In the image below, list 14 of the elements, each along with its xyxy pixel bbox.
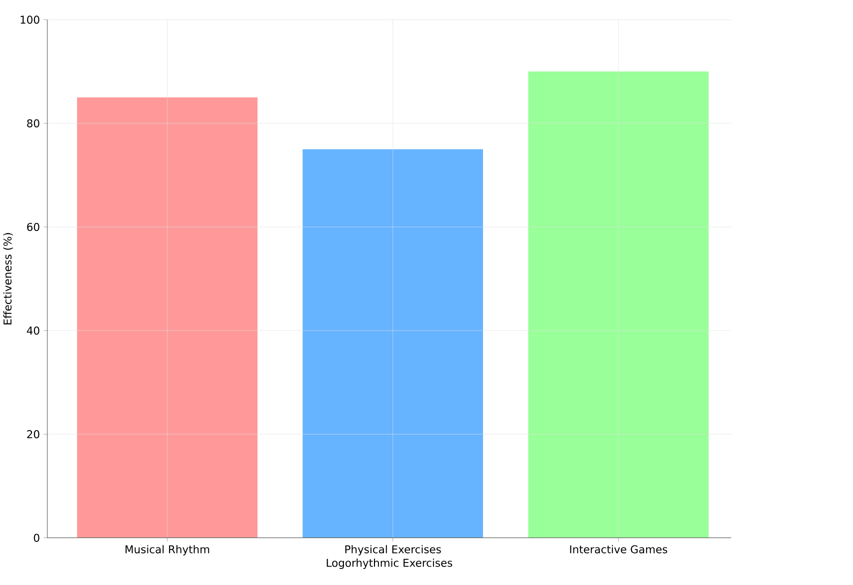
bar [528, 71, 709, 538]
y-tick-label: 80 [27, 119, 40, 128]
x-tick-label: Musical Rhythm [126, 544, 210, 556]
y-tick-label: 0 [34, 534, 40, 542]
y-tick-label: 100 [20, 15, 40, 24]
x-axis-title: Logorhythmic Exercises [326, 558, 452, 569]
x-tick-label: Interactive Games [570, 544, 668, 554]
y-tick-label: 20 [27, 430, 40, 438]
bar [77, 97, 258, 538]
y-tick-label: 60 [27, 222, 40, 231]
y-axis-title: Effectiveness (%) [3, 232, 13, 324]
x-tick-label: Physical Exercises [345, 544, 441, 556]
bar [302, 149, 484, 538]
y-tick-label: 40 [26, 326, 40, 334]
